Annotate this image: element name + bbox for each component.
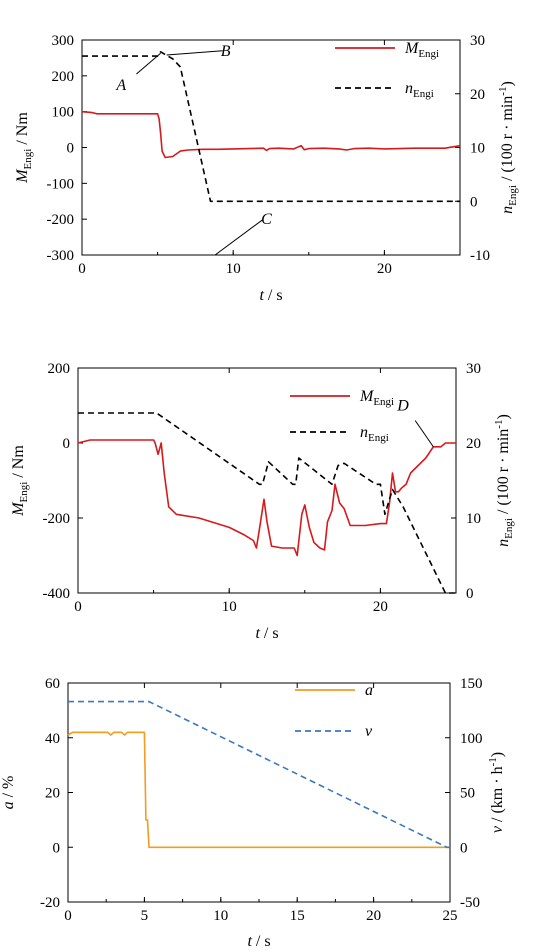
series-line-a bbox=[67, 731, 450, 849]
x-tick-label: 15 bbox=[290, 908, 305, 924]
y-left-tick-label: 60 bbox=[45, 676, 60, 692]
y-right-tick-label: 10 bbox=[470, 141, 485, 157]
y-right-tick-label: 50 bbox=[460, 786, 475, 802]
legend-label: v bbox=[365, 723, 373, 740]
y-left-tick-label: -200 bbox=[43, 511, 71, 527]
legend-label: nEngi bbox=[360, 424, 389, 444]
annotation-label: D bbox=[396, 398, 409, 415]
y-left-tick-label: 200 bbox=[48, 361, 71, 377]
annotation-label: B bbox=[221, 43, 231, 60]
y-right-tick-label: -50 bbox=[460, 895, 480, 911]
y-right-axis-label: v / (km · h-1) bbox=[487, 752, 506, 833]
x-tick-label: 10 bbox=[222, 599, 237, 615]
legend-label: MEngi bbox=[359, 388, 394, 408]
legend-label: a bbox=[365, 682, 373, 699]
y-left-tick-label: 100 bbox=[52, 105, 75, 121]
y-right-tick-label: 30 bbox=[466, 361, 481, 377]
y-right-tick-label: 150 bbox=[460, 676, 483, 692]
annotation-leader bbox=[136, 52, 161, 75]
y-right-tick-label: 0 bbox=[470, 194, 478, 210]
series-line-n-engi bbox=[82, 50, 460, 203]
x-tick-label: 25 bbox=[443, 908, 458, 924]
y-left-tick-label: -20 bbox=[40, 895, 60, 911]
y-right-tick-label: 20 bbox=[470, 87, 485, 103]
annotation-leader bbox=[414, 420, 434, 448]
x-axis-label: t / s bbox=[247, 933, 270, 950]
series-line-v bbox=[68, 700, 450, 849]
annotation-leader bbox=[214, 218, 264, 256]
y-left-tick-label: 200 bbox=[52, 69, 75, 85]
x-tick-label: 20 bbox=[366, 908, 381, 924]
series-line-m-engi bbox=[77, 439, 456, 557]
y-left-tick-label: -400 bbox=[43, 586, 71, 602]
y-left-tick-label: 0 bbox=[53, 840, 61, 856]
y-left-tick-label: -200 bbox=[47, 212, 75, 228]
x-tick-label: 10 bbox=[213, 908, 228, 924]
y-left-tick-label: 0 bbox=[63, 436, 71, 452]
y-right-axis-label: nEngi / (100 r · min-1) bbox=[497, 81, 519, 214]
x-tick-label: 10 bbox=[226, 261, 241, 277]
x-tick-label: 20 bbox=[373, 599, 388, 615]
x-axis-label: t / s bbox=[255, 625, 278, 642]
x-tick-label: 5 bbox=[141, 908, 149, 924]
x-tick-label: 20 bbox=[377, 261, 392, 277]
y-right-tick-label: 0 bbox=[466, 586, 474, 602]
plot-frame bbox=[67, 682, 451, 903]
y-right-tick-label: 20 bbox=[466, 436, 481, 452]
y-left-tick-label: 300 bbox=[52, 33, 75, 49]
x-tick-label: 0 bbox=[64, 908, 72, 924]
annotation-label: C bbox=[261, 211, 272, 228]
chart-panel-2: 0 10 20 200 0 -200 -400 30 20 10 0 t / s MEngi / Nm n… bbox=[10, 361, 515, 642]
y-left-tick-label: -100 bbox=[47, 176, 75, 192]
y-right-tick-label: 10 bbox=[466, 511, 481, 527]
y-right-tick-label: 30 bbox=[470, 33, 485, 49]
y-left-axis-label: MEngi / Nm bbox=[14, 112, 34, 184]
series-line-m-engi bbox=[81, 110, 461, 159]
x-tick-label: 0 bbox=[74, 599, 82, 615]
y-right-tick-label: 100 bbox=[460, 731, 483, 747]
legend-label: nEngi bbox=[405, 80, 434, 100]
x-tick-label: 0 bbox=[78, 261, 86, 277]
y-left-axis-label: a / % bbox=[0, 776, 17, 810]
y-left-tick-label: 40 bbox=[45, 731, 60, 747]
y-right-axis-label: nEngi / (100 r · min-1) bbox=[493, 414, 515, 547]
annotation-leader bbox=[166, 50, 223, 56]
y-left-tick-label: 20 bbox=[45, 786, 60, 802]
legend-label: MEngi bbox=[404, 40, 439, 60]
y-left-tick-label: -300 bbox=[47, 248, 75, 264]
y-left-tick-label: 0 bbox=[67, 141, 75, 157]
y-right-tick-label: 0 bbox=[460, 840, 468, 856]
annotation-label: A bbox=[115, 77, 126, 94]
y-right-tick-label: -10 bbox=[470, 248, 490, 264]
y-left-axis-label: MEngi / Nm bbox=[10, 445, 30, 517]
plot-frame bbox=[77, 367, 457, 594]
series-line-n-engi bbox=[78, 412, 456, 594]
x-axis-label: t / s bbox=[259, 287, 282, 304]
